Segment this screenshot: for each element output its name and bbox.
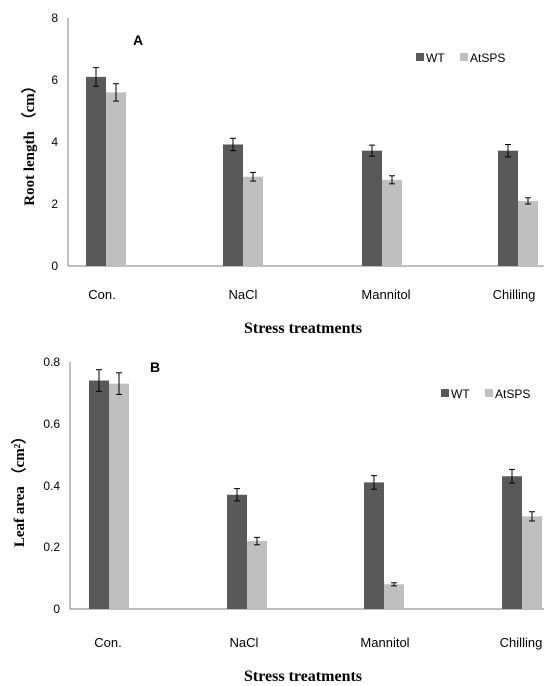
chart-a-error-bar-wt [93,67,99,87]
chart-a-legend-label-atsps: AtSPS [470,51,505,65]
chart-b-error-bar-atsps [529,511,535,522]
chart-b-bar-wt [502,476,522,609]
chart-a: 0 2 4 6 8 A Root length （cm） Con. NaCl M… [20,11,544,337]
chart-a-bar-atsps [518,200,538,266]
chart-b-error-bar-wt [96,369,102,392]
chart-a-error-bar-wt [230,137,236,152]
chart-b-bar-wt [364,482,384,609]
chart-b-ytick-4: 0.8 [43,355,60,369]
chart-b-bar-atsps [522,516,542,609]
chart-a-category-label: Con. [88,287,115,302]
chart-a-ytick-1: 2 [51,197,58,211]
chart-a-bar-wt [223,144,243,266]
chart-a-bar-atsps [106,92,126,267]
chart-b-bar-atsps [247,541,267,609]
chart-a-panel-label: A [133,32,143,48]
chart-b-category-label: Chilling [500,635,543,650]
chart-a-bar-wt [86,76,106,267]
chart-a-ytick-3: 6 [51,73,58,87]
chart-b-legend-swatch-wt [441,389,449,397]
chart-a-error-bar-wt [505,143,511,158]
chart-a-bar-atsps [382,179,402,266]
chart-b-legend-swatch-atsps [485,389,493,397]
chart-a-error-bar-atsps [250,171,256,182]
chart-b-error-bar-wt [234,488,240,502]
chart-b: 0 0.2 0.4 0.6 0.8 B Leaf area （cm²） Con.… [10,355,544,685]
chart-a-legend-swatch-atsps [460,53,468,61]
chart-a-y-label: Root length （cm） [20,78,38,206]
chart-b-x-label: Stress treatments [244,668,362,685]
chart-b-bar-atsps [109,383,129,609]
chart-a-bar-wt [498,150,518,266]
chart-b-legend: WT AtSPS [441,387,530,401]
chart-b-y-label: Leaf area （cm²） [10,429,28,547]
chart-a-legend: WT AtSPS [416,51,505,65]
chart-a-ytick-0: 0 [51,259,58,273]
chart-a-bar-atsps [243,176,263,266]
chart-b-bar-atsps [384,584,404,609]
chart-a-bar-wt [362,150,382,266]
chart-b-ytick-1: 0.2 [43,540,60,554]
chart-b-category-label: Con. [94,635,121,650]
chart-a-error-bar-atsps [389,175,395,185]
chart-b-error-bar-atsps [254,536,260,546]
chart-b-bar-wt [89,380,109,609]
chart-b-error-bar-atsps [116,372,122,395]
chart-b-error-bar-wt [371,475,377,490]
chart-b-error-bar-atsps [391,582,397,587]
chart-a-error-bar-atsps [525,197,531,205]
chart-a-category-label: Chilling [493,287,536,302]
chart-b-legend-label-atsps: AtSPS [495,387,530,401]
chart-b-bars [89,369,542,609]
chart-b-panel-label: B [150,359,160,375]
chart-a-category-label: Mannitol [361,287,410,302]
chart-a-legend-label-wt: WT [426,51,445,65]
chart-b-category-label: Mannitol [360,635,409,650]
chart-b-ytick-2: 0.4 [43,479,60,493]
chart-b-ytick-0: 0 [53,602,60,616]
chart-a-ytick-4: 8 [51,11,58,25]
chart-b-legend-label-wt: WT [451,387,470,401]
chart-a-ytick-2: 4 [51,135,58,149]
chart-b-category-label: NaCl [230,635,259,650]
chart-b-bar-wt [227,494,247,609]
chart-a-legend-swatch-wt [416,53,424,61]
chart-a-error-bar-atsps [113,83,119,102]
chart-b-error-bar-wt [509,468,515,484]
chart-a-x-label: Stress treatments [244,320,362,337]
chart-b-ytick-3: 0.6 [43,417,60,431]
chart-a-category-label: NaCl [229,287,258,302]
chart-a-error-bar-wt [369,144,375,157]
chart-a-bars [86,67,538,267]
